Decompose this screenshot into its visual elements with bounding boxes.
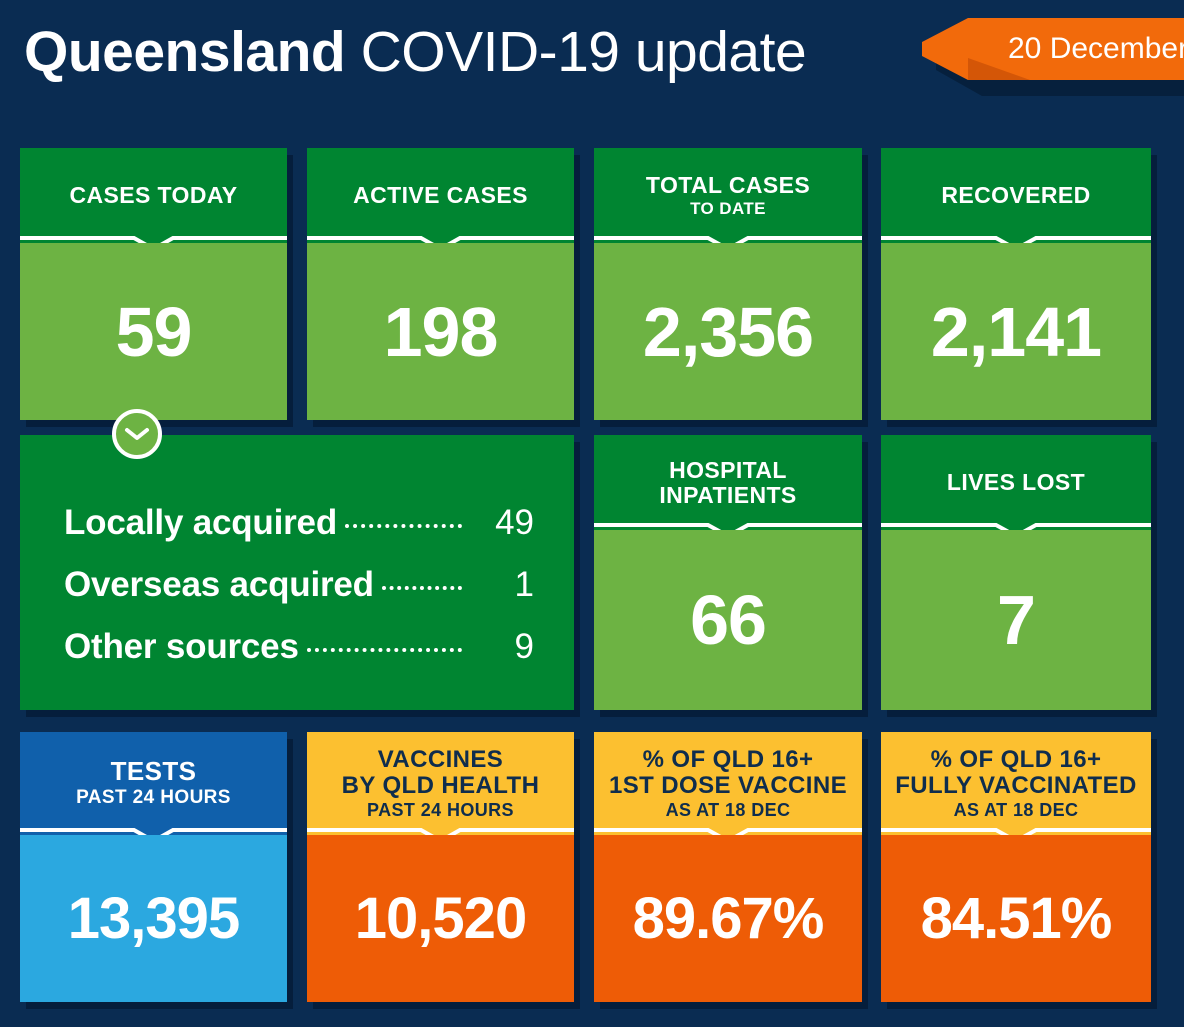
breakdown-row: Overseas acquired 1 bbox=[64, 565, 534, 605]
card-value: 66 bbox=[690, 581, 767, 659]
card-title: TOTAL CASES bbox=[645, 172, 811, 199]
breakdown-label: Other sources bbox=[64, 626, 299, 666]
dot-leader bbox=[345, 523, 462, 528]
page-title-strong: Queensland bbox=[24, 20, 346, 84]
card-title: CASES TODAY bbox=[69, 182, 238, 209]
card-value: 2,356 bbox=[642, 292, 814, 371]
card-vaccines[interactable]: VACCINES BY QLD HEALTH PAST 24 HOURS 10,… bbox=[307, 732, 574, 1002]
card-subtitle: 1ST DOSE VACCINE bbox=[609, 771, 847, 799]
date-ribbon-body bbox=[922, 18, 1184, 80]
dot-leader bbox=[381, 585, 462, 590]
card-fully-vaccinated[interactable]: % OF QLD 16+ FULLY VACCINATED AS AT 18 D… bbox=[881, 732, 1151, 1002]
card-tests[interactable]: TESTS PAST 24 HOURS 13,395 bbox=[20, 732, 287, 1002]
card-value: 198 bbox=[383, 292, 499, 371]
breakdown-row: Locally acquired 49 bbox=[64, 503, 534, 543]
card-hospital-inpatients[interactable]: HOSPITAL INPATIENTS 66 bbox=[594, 435, 862, 710]
card-value: 13,395 bbox=[67, 885, 240, 951]
breakdown-row: Other sources 9 bbox=[64, 627, 534, 667]
dot-leader bbox=[306, 647, 462, 652]
card-value: 59 bbox=[115, 292, 193, 371]
card-subtitle-2: AS AT 18 DEC bbox=[665, 799, 791, 820]
card-total-cases[interactable]: TOTAL CASES TO DATE 2,356 bbox=[594, 148, 862, 420]
card-subtitle: BY QLD HEALTH bbox=[341, 771, 540, 799]
card-value: 7 bbox=[997, 581, 1036, 659]
card-title: % OF QLD 16+ bbox=[642, 746, 814, 774]
page-title: Queensland COVID-19 update bbox=[24, 17, 807, 87]
card-recovered[interactable]: RECOVERED 2,141 bbox=[881, 148, 1151, 420]
date-ribbon: 20 December bbox=[922, 18, 1184, 96]
card-value: 84.51% bbox=[920, 885, 1113, 951]
card-value: 89.67% bbox=[632, 885, 825, 951]
card-title: LIVES LOST bbox=[946, 469, 1086, 496]
expand-breakdown-button[interactable] bbox=[112, 409, 162, 459]
breakdown-value: 1 bbox=[514, 564, 534, 604]
card-title: VACCINES bbox=[377, 746, 504, 774]
card-lives-lost[interactable]: LIVES LOST 7 bbox=[881, 435, 1151, 710]
card-subtitle: TO DATE bbox=[690, 198, 766, 218]
card-title: % OF QLD 16+ bbox=[930, 746, 1102, 774]
date-ribbon-label: 20 December bbox=[1008, 32, 1184, 65]
card-title: ACTIVE CASES bbox=[353, 182, 528, 209]
card-cases-today[interactable]: CASES TODAY 59 bbox=[20, 148, 287, 420]
header: Queensland COVID-19 update 20 December bbox=[0, 0, 1184, 136]
stat-card-grid: CASES TODAY 59 ACTIVE CASES bbox=[20, 148, 1151, 1004]
chevron-down-icon bbox=[125, 428, 149, 440]
breakdown-label: Locally acquired bbox=[64, 502, 338, 542]
cases-today-breakdown-panel: Locally acquired 49 Overseas acquired 1 … bbox=[20, 435, 574, 710]
card-subtitle: PAST 24 HOURS bbox=[76, 787, 231, 809]
card-first-dose[interactable]: % OF QLD 16+ 1ST DOSE VACCINE AS AT 18 D… bbox=[594, 732, 862, 1002]
breakdown-value: 49 bbox=[495, 502, 534, 542]
card-active-cases[interactable]: ACTIVE CASES 198 bbox=[307, 148, 574, 420]
card-subtitle: INPATIENTS bbox=[659, 481, 797, 508]
card-subtitle: FULLY VACCINATED bbox=[895, 771, 1137, 799]
card-title: RECOVERED bbox=[941, 182, 1091, 209]
card-title: HOSPITAL bbox=[669, 456, 787, 483]
card-title: TESTS bbox=[110, 756, 197, 787]
card-subtitle-2: AS AT 18 DEC bbox=[953, 799, 1079, 820]
card-value: 10,520 bbox=[354, 885, 527, 951]
page-title-light: COVID-19 update bbox=[345, 20, 807, 84]
breakdown-label: Overseas acquired bbox=[64, 564, 374, 604]
card-subtitle-2: PAST 24 HOURS bbox=[367, 799, 514, 820]
breakdown-value: 9 bbox=[514, 626, 534, 666]
card-value: 2,141 bbox=[930, 292, 1102, 371]
